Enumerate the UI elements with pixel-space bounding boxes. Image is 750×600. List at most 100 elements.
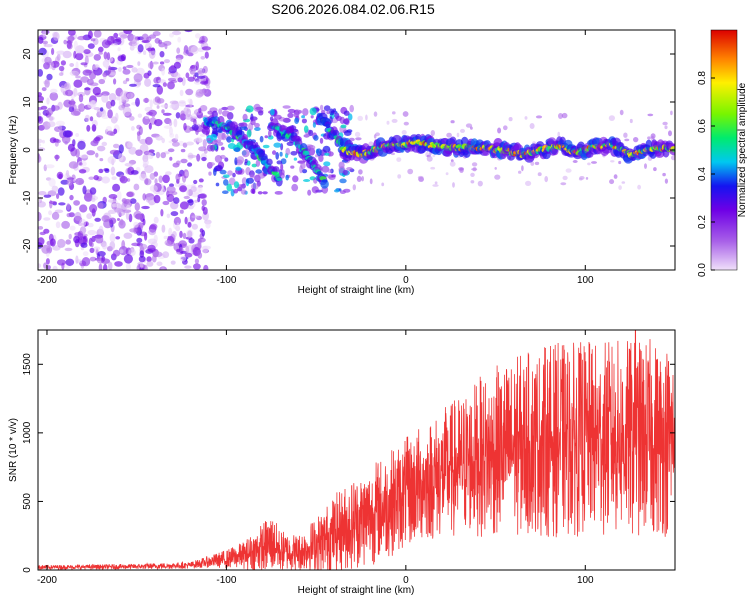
heatmap-cell — [139, 243, 148, 250]
heatmap-cell — [68, 233, 72, 240]
heatmap-cell — [508, 117, 513, 122]
heatmap-cell — [142, 158, 149, 167]
heatmap-cell — [233, 181, 240, 189]
heatmap-cell — [119, 249, 124, 254]
heatmap-cell — [175, 173, 181, 182]
heatmap-cell — [450, 120, 455, 124]
heatmap-cell — [162, 82, 167, 87]
heatmap-cell — [68, 161, 79, 169]
heatmap-cell — [157, 79, 167, 84]
heatmap-cell — [633, 137, 639, 143]
heatmap-cell — [220, 146, 225, 151]
heatmap-cell — [97, 202, 104, 209]
heatmap-cell — [163, 125, 172, 129]
heatmap-cell — [51, 47, 55, 56]
heatmap-cell — [56, 259, 66, 266]
heatmap-cell — [518, 170, 522, 174]
heatmap-cell — [167, 81, 175, 90]
heatmap-cell — [259, 135, 264, 143]
heatmap-cell — [323, 161, 331, 167]
heatmap-cell — [187, 76, 195, 82]
heatmap-cell — [407, 168, 414, 175]
heatmap-cell — [449, 161, 456, 167]
heatmap-cell — [242, 113, 248, 121]
heatmap-cell — [285, 174, 290, 181]
heatmap-cell — [195, 61, 199, 71]
heatmap-cell — [159, 51, 165, 58]
heatmap-cell — [146, 47, 156, 52]
heatmap-cell — [173, 72, 181, 80]
heatmap-cell — [102, 243, 108, 250]
heatmap-cell — [202, 139, 207, 148]
heatmap-cell — [104, 168, 110, 173]
heatmap-cell — [169, 33, 174, 38]
heatmap-cell — [129, 228, 138, 233]
heatmap-cell — [88, 176, 95, 180]
heatmap-cell — [166, 185, 176, 194]
heatmap-cell — [301, 115, 305, 119]
heatmap-cell — [137, 132, 141, 142]
heatmap-cell — [226, 183, 232, 192]
heatmap-cell — [205, 221, 211, 229]
heatmap-cell — [184, 252, 193, 258]
heatmap-cell — [110, 43, 118, 47]
heatmap-cell — [166, 213, 171, 219]
heatmap-cell — [38, 191, 47, 196]
heatmap-cell — [218, 108, 223, 115]
heatmap-cell — [110, 166, 116, 176]
heatmap-cell — [610, 160, 615, 163]
heatmap-cell — [452, 182, 455, 188]
heatmap-cell — [671, 155, 675, 161]
heatmap-cell — [126, 191, 134, 197]
heatmap-cell — [135, 149, 143, 156]
heatmap-cell — [111, 203, 118, 208]
heatmap-cell — [75, 133, 79, 137]
heatmap-cell — [180, 148, 186, 153]
heatmap-cell — [89, 247, 95, 253]
heatmap-cell — [118, 104, 125, 111]
heatmap-cell — [198, 178, 204, 183]
heatmap-cell — [181, 77, 186, 86]
heatmap-cell — [200, 80, 209, 85]
heatmap-cell — [155, 135, 163, 141]
heatmap-cell — [613, 174, 618, 179]
heatmap-cell — [196, 136, 203, 143]
heatmap-cell — [42, 30, 47, 37]
heatmap-cell — [184, 265, 192, 269]
heatmap-cell — [66, 179, 73, 186]
snr-series-line — [38, 330, 675, 570]
heatmap-cell — [161, 267, 165, 270]
heatmap-cell — [190, 65, 196, 69]
heatmap-cell — [179, 89, 184, 97]
heatmap-cell — [381, 182, 385, 187]
heatmap-cell — [123, 254, 133, 264]
heatmap-cell — [107, 199, 116, 203]
heatmap-cell — [98, 46, 104, 53]
heatmap-cell — [136, 237, 143, 244]
heatmap-cell — [79, 154, 89, 159]
heatmap-cell — [188, 238, 195, 244]
heatmap-cell — [173, 216, 181, 226]
heatmap-cell — [198, 186, 203, 194]
heatmap-cell — [38, 263, 42, 269]
snr-y-ticks: 0 500 1000 1500 — [22, 353, 675, 573]
heatmap-cell — [75, 52, 84, 61]
heatmap-cell — [38, 116, 44, 124]
heatmap-cell — [38, 211, 42, 222]
heatmap-cell — [662, 121, 668, 126]
heatmap-cell — [107, 261, 113, 270]
heatmap-cell — [41, 87, 47, 92]
heatmap-cell — [79, 204, 88, 213]
heatmap-cell — [143, 72, 150, 79]
heatmap-cell — [112, 249, 121, 257]
heatmap-cell — [201, 205, 205, 211]
heatmap-cell — [137, 61, 141, 66]
heatmap-cell — [272, 150, 277, 155]
heatmap-cell — [274, 191, 283, 195]
heatmap-cell — [668, 130, 672, 137]
heatmap-cell — [233, 188, 239, 194]
heatmap-cell — [164, 59, 170, 64]
heatmap-cell — [198, 146, 207, 152]
heatmap-cell — [103, 51, 108, 60]
